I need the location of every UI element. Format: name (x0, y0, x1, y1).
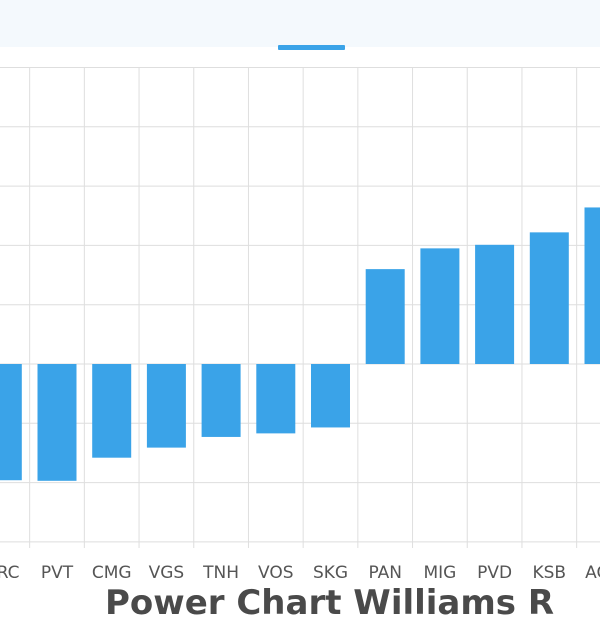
bar-agg[interactable] (585, 207, 600, 364)
chart-footer-title: Power Chart Williams R (0, 583, 600, 623)
x-tick-label: TNH (202, 563, 239, 583)
bar-pan[interactable] (366, 269, 405, 364)
bar-skg[interactable] (311, 364, 350, 427)
x-tick-label: PAN (368, 563, 402, 583)
x-tick-label: MIG (423, 563, 456, 583)
bar-chart: VRC PVT CMG VGS TNH VOS SKG PAN MIG PVD KSB AGG (0, 0, 600, 600)
x-tick-labels: VRC PVT CMG VGS TNH VOS SKG PAN MIG PVD KSB AGG (0, 563, 600, 583)
x-tick-label: VRC (0, 563, 20, 583)
bar-pvd[interactable] (475, 245, 514, 364)
x-tick-label: VOS (258, 563, 294, 583)
bar-vos[interactable] (256, 364, 295, 433)
bar-ksb[interactable] (530, 232, 569, 364)
x-tick-label: PVT (41, 563, 74, 583)
bar-vgs[interactable] (147, 364, 186, 448)
x-tick-label: KSB (532, 563, 566, 583)
bar-pvt[interactable] (38, 364, 77, 481)
bar-tnh[interactable] (202, 364, 241, 437)
bars-layer (0, 207, 600, 480)
x-tick-label: CMG (92, 563, 132, 583)
bar-vrc[interactable] (0, 364, 22, 480)
bar-cmg[interactable] (92, 364, 131, 458)
x-tick-label: VGS (149, 563, 185, 583)
x-tick-label: AGG (585, 563, 600, 583)
bar-mig[interactable] (420, 248, 459, 364)
x-tick-label: PVD (477, 563, 512, 583)
x-tick-label: SKG (313, 563, 348, 583)
